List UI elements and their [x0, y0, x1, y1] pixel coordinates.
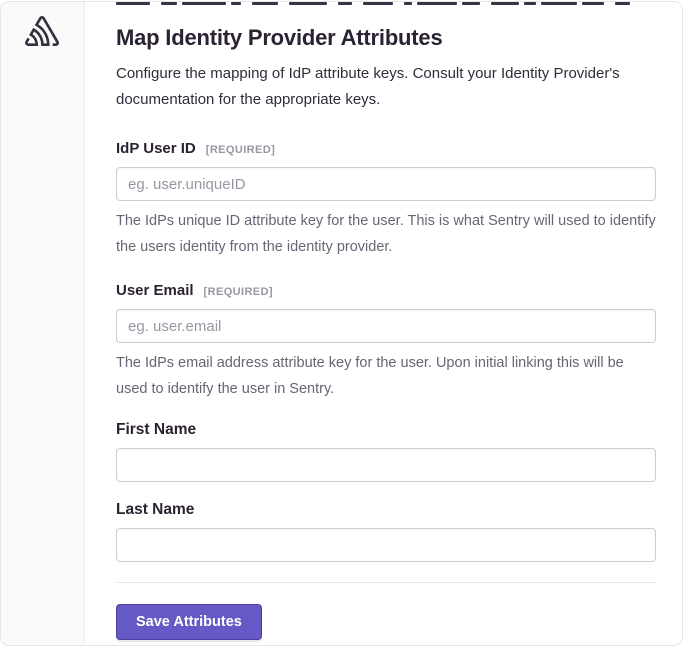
field-label-row: Last Name	[116, 501, 656, 519]
field-label: User Email	[116, 282, 194, 300]
idp-user-id-input[interactable]	[116, 167, 656, 202]
sidebar	[1, 2, 85, 645]
field-label-row: First Name	[116, 421, 656, 439]
field-label: Last Name	[116, 501, 195, 519]
field-idp-user-id: IdP User ID [REQUIRED] The IdPs unique I…	[116, 140, 656, 260]
field-help-text: The IdPs email address attribute key for…	[116, 355, 624, 398]
field-user-email: User Email [REQUIRED] The IdPs email add…	[116, 282, 656, 402]
field-label-row: IdP User ID [REQUIRED]	[116, 140, 656, 158]
user-email-input[interactable]	[116, 309, 656, 344]
field-label: First Name	[116, 421, 197, 439]
cropped-text-remnant	[116, 2, 644, 5]
field-last-name: Last Name	[116, 501, 656, 563]
field-help-text: The IdPs unique ID attribute key for the…	[116, 213, 656, 256]
field-label: IdP User ID	[116, 140, 196, 158]
last-name-input[interactable]	[116, 528, 656, 563]
main-content: Map Identity Provider Attributes Configu…	[85, 2, 682, 645]
page-title: Map Identity Provider Attributes	[116, 25, 443, 50]
first-name-input[interactable]	[116, 448, 656, 483]
sentry-logo-icon	[25, 16, 59, 46]
divider	[116, 582, 656, 584]
field-label-row: User Email [REQUIRED]	[116, 282, 656, 300]
required-badge: [REQUIRED]	[203, 286, 273, 299]
save-attributes-button[interactable]: Save Attributes	[116, 604, 262, 641]
required-badge: [REQUIRED]	[205, 144, 276, 157]
field-first-name: First Name	[116, 421, 656, 483]
page-description: Configure the mapping of IdP attribute k…	[116, 65, 620, 109]
